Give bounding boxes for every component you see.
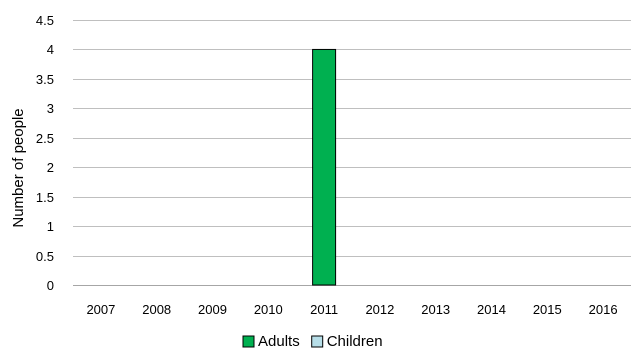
y-tick-label: 4 — [47, 42, 54, 57]
x-axis-ticks: 2007 2008 2009 2010 2011 2012 2013 2014 2015 2016 — [86, 302, 617, 317]
x-tick-label: 2010 — [254, 302, 283, 317]
y-tick-label: 4.5 — [36, 13, 54, 28]
y-tick-label: 3.5 — [36, 72, 54, 87]
x-tick-label: 2013 — [421, 302, 450, 317]
legend: Adults Children — [242, 333, 383, 350]
y-tick-label: 0.5 — [36, 249, 54, 264]
bars — [312, 48, 337, 286]
x-tick-label: 2007 — [86, 302, 115, 317]
y-tick-label: 1 — [47, 219, 54, 234]
x-tick-label: 2016 — [589, 302, 618, 317]
y-tick-label: 1.5 — [36, 190, 54, 205]
x-tick-label: 2012 — [365, 302, 394, 317]
y-axis-ticks: 0 0.5 1 1.5 2 2.5 3 3.5 4 4.5 — [36, 13, 54, 293]
x-tick-label: 2008 — [142, 302, 171, 317]
gridlines — [73, 20, 631, 286]
y-tick-label: 3 — [47, 101, 54, 116]
legend-swatch-adults — [242, 335, 255, 348]
bar-adults-2011 — [312, 48, 337, 286]
x-tick-label: 2009 — [198, 302, 227, 317]
legend-label-adults: Adults — [258, 333, 300, 350]
y-tick-label: 2.5 — [36, 131, 54, 146]
y-tick-label: 0 — [47, 278, 54, 293]
legend-swatch-children — [311, 335, 324, 348]
y-tick-label: 2 — [47, 160, 54, 175]
x-tick-label: 2014 — [477, 302, 506, 317]
x-tick-label: 2015 — [533, 302, 562, 317]
legend-label-children: Children — [327, 333, 383, 350]
y-axis-label: Number of people — [10, 108, 27, 227]
x-tick-label: 2011 — [310, 302, 338, 317]
